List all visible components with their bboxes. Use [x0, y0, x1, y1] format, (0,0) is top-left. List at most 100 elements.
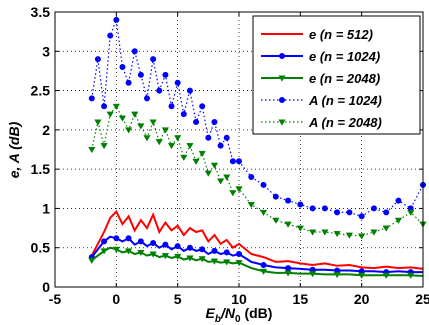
data-point [118, 115, 127, 122]
legend-label: e (n = 1024) [309, 49, 380, 64]
data-point [112, 246, 120, 253]
data-point [137, 71, 144, 78]
data-point [101, 238, 108, 245]
data-point [229, 158, 236, 165]
data-point [260, 181, 267, 188]
data-point [125, 79, 132, 86]
data-point [395, 197, 402, 204]
legend-label: e (n = 2048) [309, 71, 380, 86]
data-point [137, 123, 145, 130]
data-point [259, 209, 268, 217]
data-point [345, 232, 354, 239]
data-point [107, 32, 114, 39]
data-point [308, 271, 317, 278]
data-point [174, 253, 182, 261]
x-tick-label: 25 [415, 291, 429, 307]
data-point [223, 249, 230, 256]
data-point [161, 127, 170, 134]
data-point [150, 56, 157, 63]
data-point [217, 142, 224, 149]
data-point [162, 71, 169, 78]
data-point [186, 143, 194, 150]
data-point [321, 229, 329, 236]
data-point [321, 205, 328, 212]
data-point [407, 209, 415, 217]
data-point [358, 272, 366, 279]
series-3 [88, 16, 426, 220]
data-point [358, 233, 366, 240]
data-point [174, 79, 181, 86]
data-point [137, 249, 145, 257]
data-point [235, 158, 242, 165]
data-point [235, 186, 243, 193]
data-point [382, 272, 390, 279]
x-axis-label: Eb/N0 (dB) [206, 305, 273, 325]
series-1 [88, 235, 423, 276]
data-point [297, 201, 304, 208]
data-point [296, 225, 304, 232]
data-point [186, 87, 193, 94]
y-tick-label: 2.5 [31, 83, 51, 99]
data-point [285, 265, 292, 272]
data-point [223, 259, 231, 266]
x-tick-label: 15 [293, 291, 309, 307]
data-point [394, 217, 403, 224]
data-point [333, 231, 341, 238]
data-point [143, 135, 151, 142]
data-point [198, 150, 206, 158]
data-point [284, 221, 292, 228]
data-point [101, 103, 108, 110]
data-point [259, 268, 268, 275]
data-point [284, 270, 292, 277]
data-point [407, 272, 415, 279]
data-point [211, 119, 218, 126]
series-0 [90, 209, 424, 270]
data-point [167, 143, 176, 150]
series-line [90, 209, 424, 270]
data-point [260, 261, 267, 268]
y-tick-label: 3.5 [31, 4, 51, 20]
data-point [100, 143, 108, 150]
y-tick-label: 3 [42, 43, 50, 59]
data-point [106, 111, 114, 118]
data-point [370, 205, 377, 212]
data-point [186, 255, 194, 262]
data-point [94, 119, 102, 126]
y-tick-label: 1.5 [31, 161, 51, 177]
data-point [113, 16, 120, 23]
data-point [272, 217, 280, 224]
legend-swatch-marker [278, 119, 286, 126]
data-point [161, 253, 170, 260]
legend-label: e (n = 512) [309, 27, 373, 42]
y-tick-label: 2 [42, 122, 50, 138]
data-point [199, 246, 206, 253]
legend-label: A (n = 2048) [308, 115, 382, 130]
data-point [235, 260, 243, 267]
data-point [113, 235, 120, 242]
data-point [346, 209, 353, 216]
data-point [131, 48, 138, 55]
data-point [308, 229, 317, 236]
data-point [137, 238, 144, 245]
data-point [248, 173, 255, 180]
series-line [91, 105, 424, 237]
data-point [223, 174, 231, 181]
data-point [210, 162, 219, 169]
data-point [272, 193, 279, 200]
plot-series [88, 16, 427, 279]
legend-swatch-marker [278, 97, 285, 104]
data-point [370, 229, 378, 236]
data-point [112, 103, 120, 110]
data-point [149, 251, 157, 258]
data-point [168, 103, 175, 110]
data-point [155, 139, 163, 146]
data-point [143, 95, 150, 102]
data-point [205, 134, 212, 141]
data-point [124, 248, 133, 255]
data-point [119, 64, 126, 71]
legend-swatch-marker [278, 53, 285, 60]
data-point [235, 250, 242, 257]
data-point [247, 202, 255, 209]
